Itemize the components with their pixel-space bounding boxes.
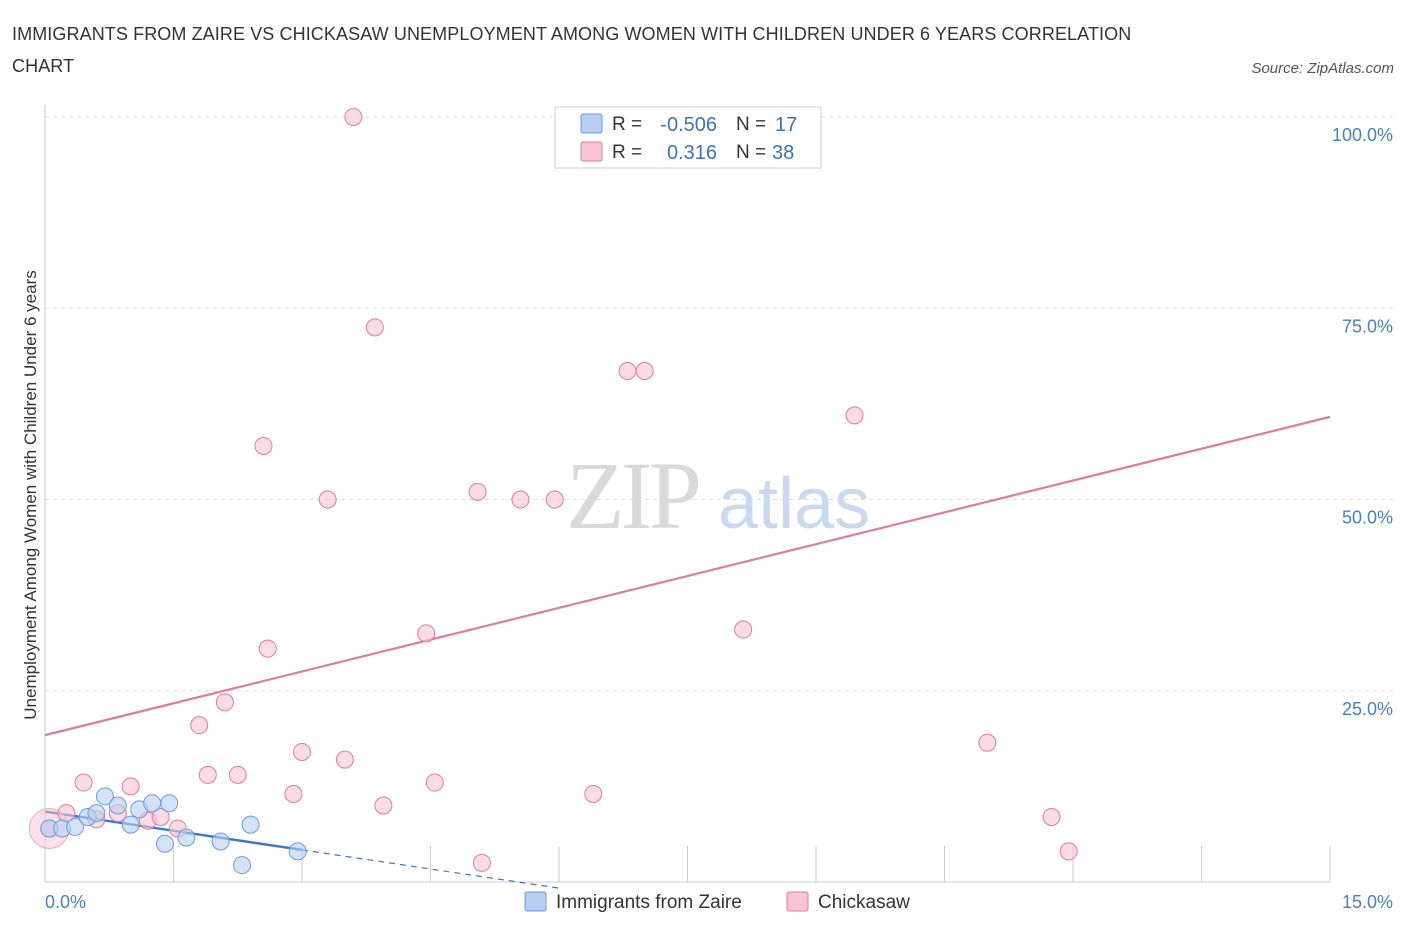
legend-n-value-zaire: 17 — [775, 114, 797, 136]
chickasaw-point-24 — [468, 482, 487, 501]
watermark: ZIP atlas — [566, 442, 870, 549]
series-legend: Immigrants from Zaire Chickasaw — [524, 891, 910, 913]
gridlines — [45, 116, 1395, 692]
chickasaw-point-15 — [284, 785, 303, 804]
chart-title: IMMIGRANTS FROM ZAIRE VS CHICKASAW UNEMP… — [12, 24, 1132, 76]
chickasaw-point-34 — [845, 406, 864, 425]
chickasaw-point-37 — [1059, 842, 1078, 861]
chickasaw-point-2 — [74, 773, 93, 792]
correlation-legend: R = -0.506 N = 17 R = 0.316 N = 38 — [554, 106, 822, 169]
zaire-point-16 — [288, 842, 307, 861]
zaire-point-11 — [160, 794, 179, 813]
legend-r-value-chickasaw: 0.316 — [667, 142, 717, 164]
y-tick-label-100: 100.0% — [1332, 125, 1393, 145]
series-legend-swatch-chickasaw — [786, 891, 809, 912]
zaire-point-12 — [177, 828, 196, 847]
watermark-atlas: atlas — [718, 464, 870, 544]
legend-n-label-zaire: N = — [736, 114, 766, 135]
y-tick-label-50: 50.0% — [1342, 508, 1393, 528]
chickasaw-point-14 — [258, 639, 277, 658]
chickasaw-point-12 — [228, 765, 247, 784]
zaire-point-15 — [241, 815, 260, 834]
x-tick-label-max: 15.0% — [1342, 892, 1393, 912]
zaire-point-7 — [121, 815, 140, 834]
series-legend-label-chickasaw: Chickasaw — [818, 892, 910, 913]
chickasaw-point-7 — [151, 807, 170, 826]
chickasaw-point-11 — [215, 693, 234, 712]
chickasaw-point-36 — [1042, 807, 1061, 826]
chickasaw-point-28 — [584, 785, 603, 804]
chickasaw-point-10 — [198, 765, 217, 784]
chickasaw-point-19 — [344, 108, 363, 126]
data-points — [28, 108, 1078, 875]
chickasaw-point-5 — [121, 777, 140, 796]
chickasaw-point-13 — [254, 436, 273, 455]
zaire-point-14 — [233, 856, 252, 875]
zaire-point-13 — [211, 832, 230, 851]
y-axis-title: Unemployment Among Women with Children U… — [21, 270, 40, 719]
chickasaw-point-27 — [545, 490, 564, 509]
chickasaw-point-18 — [335, 750, 354, 769]
axes — [44, 105, 1331, 883]
chickasaw-trend-line — [44, 415, 1331, 737]
legend-r-label-chickasaw: R = — [612, 142, 642, 163]
series-legend-label-zaire: Immigrants from Zaire — [556, 892, 742, 913]
zaire-point-6 — [108, 796, 127, 815]
chickasaw-point-31 — [635, 361, 654, 380]
x-tick-label-min: 0.0% — [45, 892, 86, 912]
legend-swatch-chickasaw — [580, 141, 603, 162]
watermark-zip: ZIP — [566, 442, 699, 549]
chickasaw-point-16 — [293, 742, 311, 761]
y-tick-labels: 25.0% 50.0% 75.0% 100.0% — [1332, 125, 1393, 719]
chart-source: Source: ZipAtlas.com — [1251, 60, 1394, 77]
legend-r-value-zaire: -0.506 — [660, 114, 717, 136]
y-tick-label-75: 75.0% — [1342, 316, 1393, 336]
series-legend-swatch-zaire — [524, 891, 547, 912]
chickasaw-point-22 — [417, 624, 436, 643]
zaire-point-9 — [143, 794, 162, 813]
y-tick-label-25: 25.0% — [1342, 699, 1393, 719]
legend-swatch-zaire — [580, 113, 603, 134]
legend-n-label-chickasaw: N = — [736, 142, 766, 163]
chickasaw-point-21 — [374, 796, 393, 815]
chickasaw-point-20 — [365, 318, 384, 337]
chickasaw-point-35 — [978, 733, 997, 752]
zaire-point-4 — [87, 804, 106, 823]
chickasaw-point-17 — [318, 490, 337, 509]
chickasaw-point-30 — [618, 361, 637, 380]
zaire-point-10 — [155, 834, 174, 853]
legend-r-label-zaire: R = — [612, 114, 642, 135]
zaire-point-2 — [65, 817, 84, 836]
chickasaw-point-9 — [190, 716, 209, 735]
zaire-point-5 — [95, 787, 114, 806]
chickasaw-point-32 — [734, 620, 753, 639]
chickasaw-point-23 — [425, 773, 444, 792]
chickasaw-point-26 — [511, 490, 530, 509]
legend-n-value-chickasaw: 38 — [772, 142, 794, 164]
chickasaw-point-25 — [472, 853, 491, 872]
